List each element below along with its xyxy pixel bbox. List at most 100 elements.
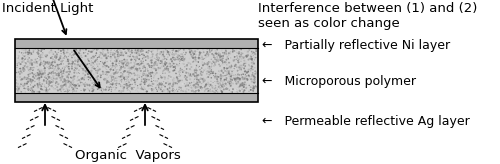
- Point: [126, 55, 134, 58]
- Point: [250, 51, 258, 54]
- Point: [161, 78, 169, 80]
- Point: [172, 50, 179, 52]
- Point: [168, 59, 176, 62]
- Point: [138, 83, 145, 85]
- Point: [32, 48, 40, 50]
- Point: [202, 74, 209, 77]
- Point: [164, 77, 172, 80]
- Point: [192, 56, 200, 59]
- Point: [214, 80, 222, 83]
- Point: [62, 83, 70, 86]
- Point: [200, 57, 208, 60]
- Point: [215, 70, 223, 72]
- Point: [80, 62, 88, 65]
- Point: [44, 65, 52, 67]
- Point: [36, 84, 44, 87]
- Point: [186, 62, 194, 65]
- Point: [78, 63, 86, 65]
- Point: [227, 73, 235, 75]
- Point: [53, 76, 61, 79]
- Point: [220, 66, 228, 69]
- Point: [248, 64, 256, 67]
- Point: [161, 62, 169, 65]
- Point: [236, 90, 244, 92]
- Point: [226, 84, 234, 87]
- Point: [62, 90, 70, 92]
- Point: [166, 62, 174, 65]
- Point: [167, 76, 175, 78]
- Point: [249, 52, 257, 55]
- Point: [98, 60, 106, 62]
- Point: [176, 64, 184, 67]
- Point: [53, 88, 61, 91]
- Point: [58, 72, 66, 75]
- Point: [125, 53, 133, 56]
- Point: [22, 61, 30, 63]
- Point: [23, 60, 31, 63]
- Point: [68, 85, 76, 87]
- Point: [40, 80, 48, 82]
- Point: [26, 62, 34, 64]
- Point: [12, 83, 20, 86]
- Point: [76, 72, 84, 75]
- Point: [125, 65, 133, 67]
- Point: [160, 49, 168, 51]
- Point: [50, 68, 58, 70]
- Point: [236, 84, 244, 87]
- Point: [192, 69, 200, 72]
- Point: [217, 56, 225, 58]
- Point: [218, 62, 226, 64]
- Point: [224, 63, 232, 65]
- Point: [56, 71, 64, 74]
- Point: [112, 82, 120, 85]
- Point: [192, 72, 200, 75]
- Point: [90, 83, 98, 86]
- Point: [138, 90, 146, 92]
- Point: [152, 73, 160, 75]
- Point: [40, 66, 48, 68]
- Point: [80, 73, 88, 75]
- Point: [190, 69, 198, 72]
- Point: [66, 89, 74, 92]
- Point: [100, 53, 108, 56]
- Point: [86, 84, 94, 87]
- Point: [124, 67, 132, 70]
- Point: [161, 67, 169, 70]
- Point: [164, 63, 172, 65]
- Point: [108, 79, 116, 81]
- Point: [68, 62, 76, 65]
- Point: [117, 71, 125, 74]
- Point: [148, 72, 156, 74]
- Point: [127, 49, 135, 51]
- Point: [213, 60, 221, 62]
- Point: [145, 84, 153, 86]
- Point: [38, 63, 46, 65]
- Point: [67, 80, 75, 83]
- Point: [56, 57, 64, 60]
- Point: [96, 54, 104, 56]
- Point: [106, 83, 114, 86]
- Point: [126, 67, 134, 70]
- Point: [216, 79, 224, 82]
- Point: [227, 75, 235, 78]
- Point: [32, 74, 40, 76]
- Point: [161, 64, 169, 66]
- Point: [42, 90, 50, 93]
- Point: [239, 73, 247, 76]
- Point: [78, 65, 86, 68]
- Point: [145, 72, 153, 75]
- Point: [152, 68, 160, 70]
- Point: [119, 50, 127, 52]
- Point: [166, 71, 173, 73]
- Point: [32, 62, 40, 64]
- Point: [20, 70, 28, 72]
- Point: [67, 63, 75, 66]
- Point: [24, 81, 32, 83]
- Point: [18, 82, 25, 85]
- Point: [145, 62, 153, 65]
- Point: [252, 53, 260, 55]
- Point: [145, 49, 153, 52]
- Point: [215, 85, 223, 87]
- Point: [188, 50, 196, 52]
- Point: [72, 59, 80, 62]
